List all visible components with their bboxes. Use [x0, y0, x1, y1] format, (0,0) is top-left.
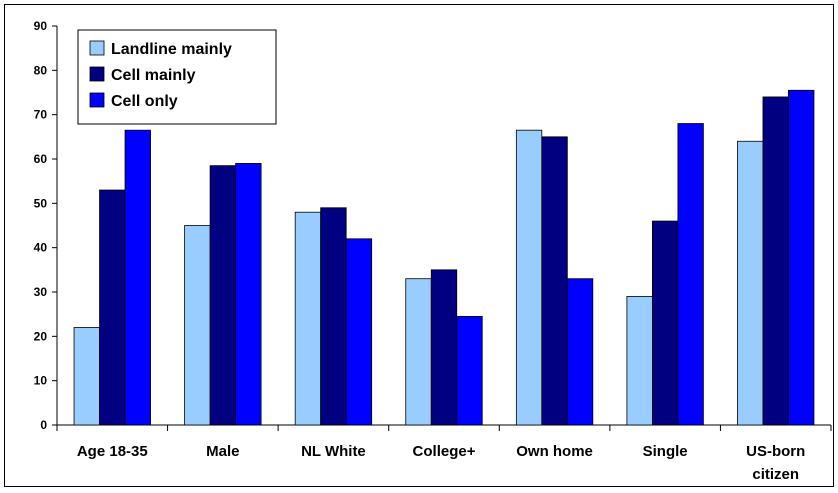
bar-cell-only [566, 278, 594, 426]
bar-landline-mainly [737, 140, 764, 426]
legend-label: Cell mainly [111, 67, 196, 84]
bar-cell-only [788, 89, 815, 426]
legend-box [77, 29, 277, 125]
y-tick-label: 80 [34, 63, 48, 77]
bar-landline-mainly [515, 129, 543, 426]
bar-cell-mainly [430, 269, 458, 426]
x-category-label: Own home [516, 443, 593, 460]
bar-cell-only [677, 123, 704, 426]
x-category-label: College+ [413, 443, 476, 460]
bar-landline-mainly [294, 211, 322, 426]
x-category-label: Age 18-35 [77, 443, 148, 460]
y-tick-label: 30 [34, 285, 48, 299]
x-category-label: Single [643, 443, 688, 460]
y-tick-label: 90 [34, 19, 48, 33]
legend-label: Cell only [111, 93, 178, 110]
bar-cell-mainly [541, 136, 568, 426]
legend-swatch [89, 40, 105, 56]
y-tick-label: 50 [34, 196, 48, 210]
bar-cell-mainly [99, 189, 126, 426]
y-tick-label: 70 [34, 108, 48, 122]
bar-landline-mainly [73, 327, 100, 426]
bar-cell-mainly [651, 220, 679, 426]
chart-frame: 0 10 20 30 40 50 60 70 80 90 Age 18-35 Male NL White… [4, 4, 834, 487]
bar-landline-mainly [626, 296, 653, 426]
x-category-label: citizen [752, 466, 799, 483]
x-category-label: US-born [746, 443, 805, 460]
legend-swatch [89, 92, 105, 108]
legend-swatch [89, 66, 105, 82]
x-category-label: NL White [301, 443, 366, 460]
x-category-label: Male [206, 443, 239, 460]
bar-cell-mainly [320, 207, 347, 426]
bar-landline-mainly [405, 278, 432, 426]
y-tick-label: 10 [34, 374, 48, 388]
bar-cell-mainly [762, 96, 789, 426]
y-tick-label: 40 [34, 241, 48, 255]
y-tick-label: 60 [34, 152, 48, 166]
y-tick-label: 0 [40, 418, 47, 432]
y-tick-label: 20 [34, 329, 48, 343]
bar-cell-mainly [209, 165, 237, 426]
bar-chart: 0 10 20 30 40 50 60 70 80 90 Age 18-35 Male NL White… [34, 19, 832, 483]
bar-cell-only [124, 129, 151, 426]
bar-cell-only [456, 315, 483, 426]
bar-cell-only [235, 163, 262, 426]
bar-landline-mainly [184, 225, 211, 426]
legend-label: Landline mainly [111, 41, 232, 58]
bar-cell-only [345, 238, 373, 426]
